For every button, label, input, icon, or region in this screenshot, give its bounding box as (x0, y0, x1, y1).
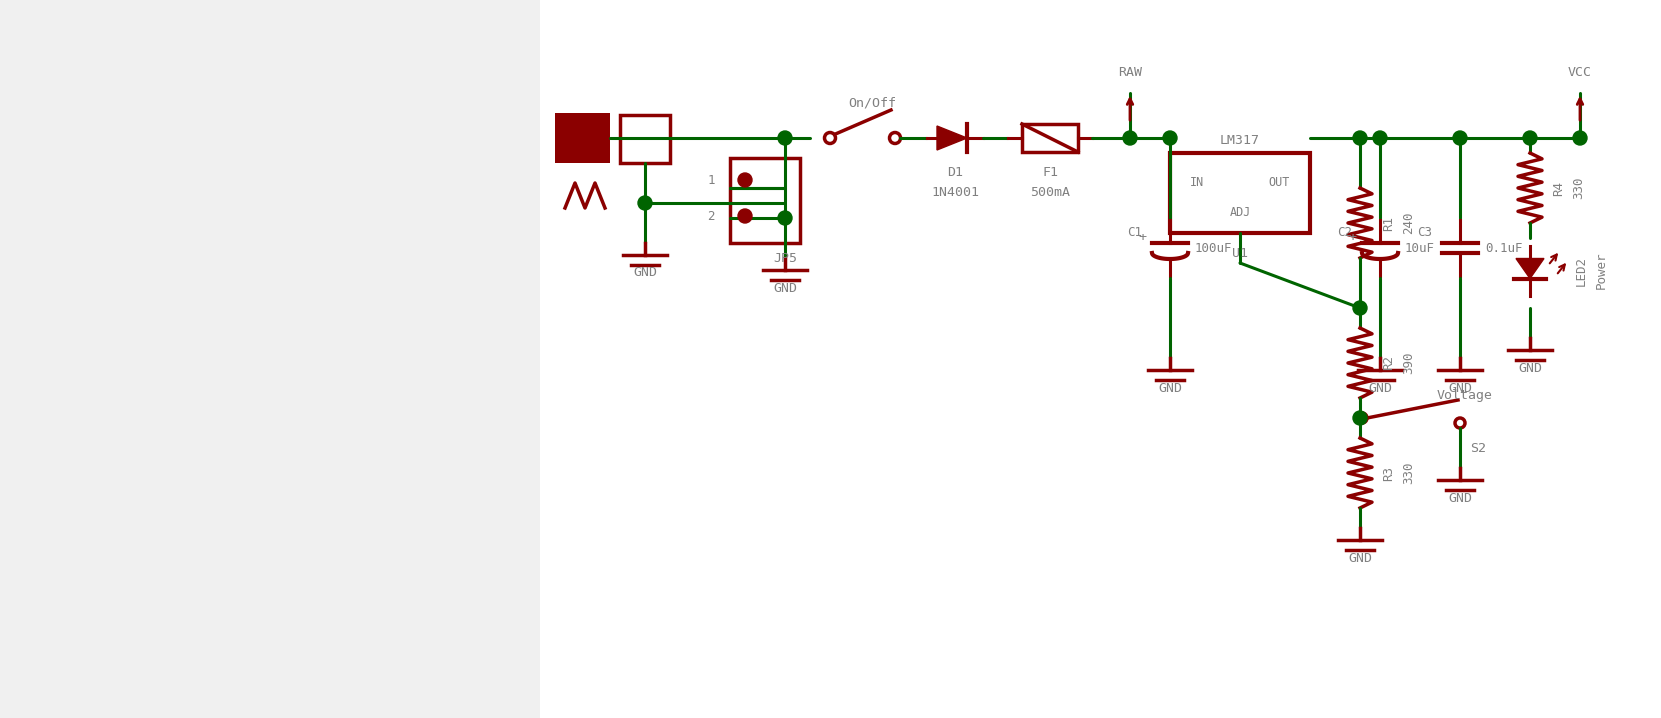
Text: Voltage: Voltage (1437, 389, 1493, 403)
Circle shape (1573, 131, 1586, 145)
Circle shape (737, 173, 752, 187)
Text: U1: U1 (1232, 246, 1247, 259)
Text: LED2: LED2 (1575, 256, 1588, 286)
Polygon shape (1516, 258, 1545, 279)
Bar (729, 158, 801, 243)
Text: RAW: RAW (1118, 67, 1143, 80)
Text: VCC: VCC (1568, 67, 1591, 80)
Text: 2: 2 (708, 210, 714, 223)
Text: +: + (1138, 231, 1146, 245)
Text: D1: D1 (947, 167, 963, 180)
Text: GND: GND (772, 281, 797, 294)
Circle shape (777, 211, 792, 225)
Text: GND: GND (1158, 381, 1183, 394)
Bar (0, 0, 540, 718)
Text: ADJ: ADJ (1229, 207, 1251, 220)
Circle shape (777, 131, 792, 145)
Text: 240: 240 (1402, 212, 1415, 234)
Circle shape (1453, 131, 1467, 145)
Circle shape (1123, 131, 1138, 145)
Circle shape (1163, 131, 1178, 145)
Polygon shape (937, 126, 967, 150)
Text: R3: R3 (1382, 465, 1395, 480)
Text: R2: R2 (1382, 355, 1395, 370)
Text: On/Off: On/Off (849, 96, 897, 110)
Text: GND: GND (1349, 551, 1372, 564)
Text: C2: C2 (1337, 226, 1352, 240)
Text: 330: 330 (1571, 177, 1585, 200)
Text: 330: 330 (1402, 462, 1415, 484)
Text: IN: IN (1189, 177, 1204, 190)
Text: 100uF: 100uF (1194, 241, 1232, 254)
Text: S2: S2 (1470, 442, 1487, 454)
Text: R4: R4 (1551, 180, 1565, 195)
Text: 1N4001: 1N4001 (932, 187, 978, 200)
Text: 390: 390 (1402, 352, 1415, 374)
Text: Power: Power (1595, 252, 1608, 289)
Circle shape (737, 209, 752, 223)
Text: OUT: OUT (1269, 177, 1291, 190)
Text: JP5: JP5 (772, 251, 797, 264)
Text: R1: R1 (1382, 215, 1395, 230)
Text: GND: GND (1369, 381, 1392, 394)
Text: GND: GND (1518, 361, 1541, 375)
Text: F1: F1 (1041, 167, 1058, 180)
Text: 500mA: 500mA (1030, 187, 1070, 200)
Text: GND: GND (1448, 492, 1472, 505)
Text: C3: C3 (1417, 226, 1432, 240)
Text: 1: 1 (708, 174, 714, 187)
Circle shape (638, 196, 653, 210)
Text: 10uF: 10uF (1405, 241, 1435, 254)
Text: C1: C1 (1128, 226, 1143, 240)
Bar (1022, 124, 1078, 152)
Text: LM317: LM317 (1219, 134, 1261, 146)
Text: GND: GND (633, 266, 658, 279)
Bar (620, 115, 669, 163)
Bar (555, 113, 610, 163)
Text: 0.1uF: 0.1uF (1485, 241, 1523, 254)
Circle shape (1374, 131, 1387, 145)
Circle shape (1354, 411, 1367, 425)
Text: GND: GND (1448, 381, 1472, 394)
Circle shape (1523, 131, 1536, 145)
Circle shape (1354, 131, 1367, 145)
Circle shape (1354, 301, 1367, 315)
Text: +: + (1349, 231, 1355, 245)
